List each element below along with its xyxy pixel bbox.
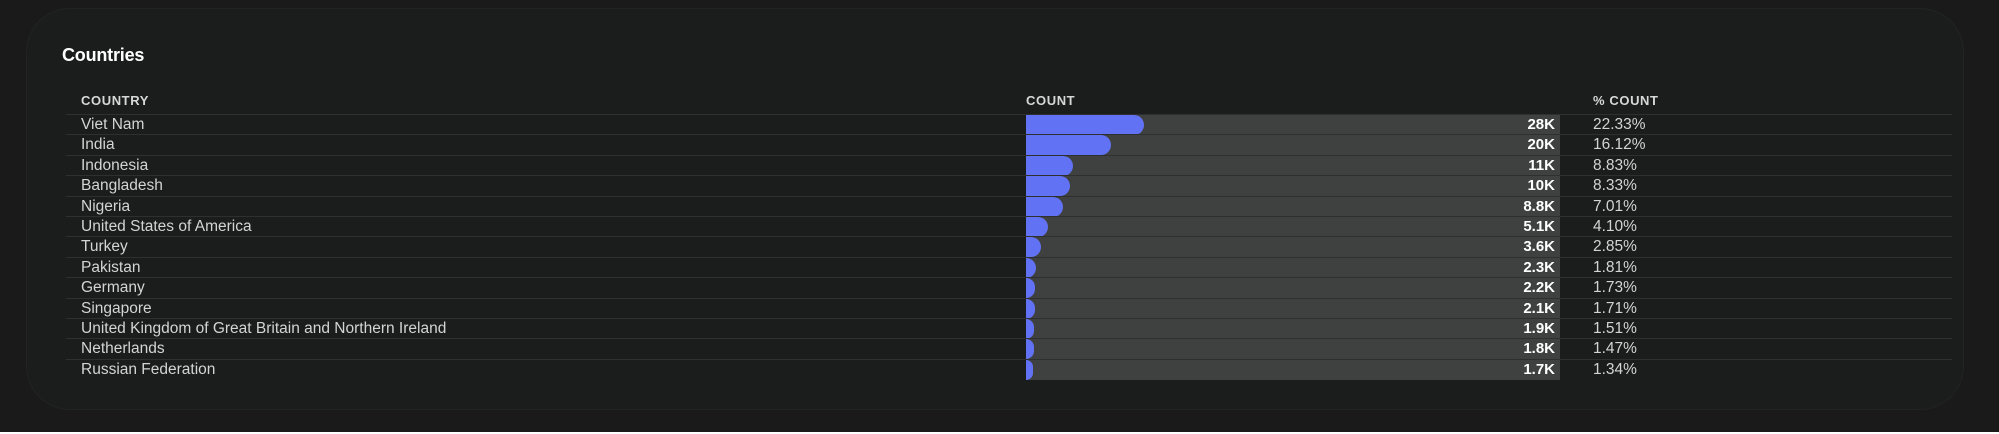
countries-panel xyxy=(26,8,1964,410)
table-row[interactable]: United States of America 5.1K 4.10% xyxy=(0,216,1999,237)
count-bar xyxy=(1026,115,1144,135)
cell-count: 3.6K xyxy=(1523,238,1555,256)
row-divider xyxy=(66,154,1952,156)
cell-percent-count: 1.47% xyxy=(1593,340,1637,358)
count-bar xyxy=(1026,278,1036,299)
cell-percent-count: 1.73% xyxy=(1593,279,1637,297)
cell-country: Netherlands xyxy=(81,340,165,358)
count-bar xyxy=(1026,135,1112,156)
table-row[interactable]: Russian Federation 1.7K 1.34% xyxy=(0,358,1999,380)
column-header-country[interactable]: COUNTRY xyxy=(81,93,149,108)
cell-country: Indonesia xyxy=(81,156,149,174)
cell-percent-count: 2.85% xyxy=(1593,238,1637,256)
table-row[interactable]: Bangladesh 10K 8.33% xyxy=(0,175,1999,197)
table-row[interactable]: United Kingdom of Great Britain and Nort… xyxy=(0,318,1999,339)
cell-country: United Kingdom of Great Britain and Nort… xyxy=(81,320,447,337)
row-divider xyxy=(66,297,1952,299)
cell-count: 8.8K xyxy=(1523,197,1555,215)
table-row[interactable]: Viet Nam 28K 22.33% xyxy=(0,114,1999,135)
table-header: COUNTRY COUNT % COUNT xyxy=(0,91,1999,111)
cell-percent-count: 22.33% xyxy=(1593,116,1646,133)
count-bar-track xyxy=(1026,217,1560,237)
table-row[interactable]: Germany 2.2K 1.73% xyxy=(0,277,1999,299)
cell-percent-count: 8.33% xyxy=(1593,177,1637,195)
count-bar-track xyxy=(1026,237,1560,258)
row-divider xyxy=(66,216,1952,217)
cell-count: 5.1K xyxy=(1523,218,1555,235)
cell-percent-count: 1.81% xyxy=(1593,258,1637,276)
row-divider xyxy=(66,318,1952,319)
cell-country: Viet Nam xyxy=(81,116,145,133)
count-bar-track xyxy=(1026,196,1560,217)
cell-country: United States of America xyxy=(81,218,252,235)
count-bar xyxy=(1026,217,1048,237)
row-divider xyxy=(66,195,1952,197)
cell-percent-count: 1.71% xyxy=(1593,299,1637,317)
count-bar xyxy=(1026,359,1034,380)
cell-country: Singapore xyxy=(81,299,152,317)
cell-country: Germany xyxy=(81,279,145,297)
column-header-percent-count[interactable]: % COUNT xyxy=(1593,93,1659,108)
row-divider xyxy=(66,175,1952,177)
row-divider xyxy=(66,358,1952,360)
count-bar xyxy=(1026,298,1036,319)
table-row[interactable]: India 20K 16.12% xyxy=(0,134,1999,156)
count-bar-track xyxy=(1026,257,1560,278)
cell-count: 1.7K xyxy=(1523,360,1555,378)
table-row[interactable]: Nigeria 8.8K 7.01% xyxy=(0,195,1999,217)
cell-count: 1.9K xyxy=(1523,320,1555,337)
cell-country: Bangladesh xyxy=(81,177,163,195)
cell-count: 10K xyxy=(1527,177,1555,195)
row-divider xyxy=(66,277,1952,279)
table-row[interactable]: Singapore 2.1K 1.71% xyxy=(0,297,1999,319)
cell-count: 28K xyxy=(1527,116,1555,133)
count-bar xyxy=(1026,155,1073,176)
row-divider xyxy=(66,134,1952,136)
count-bar xyxy=(1026,257,1036,278)
count-bar-track xyxy=(1026,135,1560,156)
cell-percent-count: 1.34% xyxy=(1593,360,1637,378)
count-bar-track xyxy=(1026,339,1560,360)
cell-percent-count: 7.01% xyxy=(1593,197,1637,215)
cell-count: 20K xyxy=(1527,136,1555,154)
row-divider xyxy=(66,256,1952,258)
table-row[interactable]: Pakistan 2.3K 1.81% xyxy=(0,256,1999,278)
count-bar-track xyxy=(1026,115,1560,135)
cell-percent-count: 1.51% xyxy=(1593,320,1637,337)
count-bar-track xyxy=(1026,278,1560,299)
row-divider xyxy=(66,114,1952,115)
table-row[interactable]: Indonesia 11K 8.83% xyxy=(0,154,1999,176)
cell-country: Russian Federation xyxy=(81,360,216,378)
cell-count: 2.3K xyxy=(1523,258,1555,276)
cell-count: 2.2K xyxy=(1523,279,1555,297)
cell-country: Turkey xyxy=(81,238,128,256)
cell-country: Nigeria xyxy=(81,197,131,215)
cell-percent-count: 4.10% xyxy=(1593,218,1637,235)
cell-percent-count: 8.83% xyxy=(1593,156,1637,174)
count-bar-track xyxy=(1026,155,1560,176)
bottom-edge xyxy=(0,432,1999,434)
count-bar xyxy=(1026,237,1042,258)
table-row[interactable]: Netherlands 1.8K 1.47% xyxy=(0,338,1999,360)
cell-country: India xyxy=(81,136,115,154)
count-bar-track xyxy=(1026,176,1560,197)
table-row[interactable]: Turkey 3.6K 2.85% xyxy=(0,236,1999,258)
count-bar-track xyxy=(1026,319,1560,339)
count-bar xyxy=(1026,319,1034,339)
count-bar-track xyxy=(1026,298,1560,319)
cell-percent-count: 16.12% xyxy=(1593,136,1646,154)
cell-count: 1.8K xyxy=(1523,340,1555,358)
cell-count: 11K xyxy=(1528,156,1555,174)
count-bar xyxy=(1026,176,1071,197)
cell-count: 2.1K xyxy=(1523,299,1555,317)
count-bar-track xyxy=(1026,359,1560,380)
count-bar xyxy=(1026,196,1064,217)
column-header-count[interactable]: COUNT xyxy=(1026,93,1076,108)
count-bar xyxy=(1026,339,1034,360)
row-divider xyxy=(66,236,1952,238)
panel-title: Countries xyxy=(62,45,145,65)
row-divider xyxy=(66,338,1952,340)
cell-country: Pakistan xyxy=(81,258,141,276)
